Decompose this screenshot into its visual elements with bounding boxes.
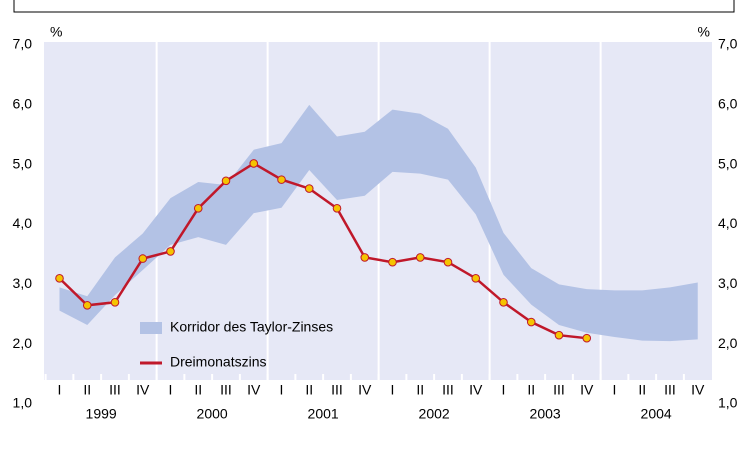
rate-marker (249, 159, 259, 168)
year-label: 1999 (86, 406, 117, 422)
x-tick-label: III (553, 382, 565, 398)
rate-marker (166, 247, 175, 256)
y-unit: % (50, 24, 62, 40)
year-label: 2003 (530, 406, 561, 422)
x-tick-label: II (194, 382, 202, 398)
y2-tick-label: 1,0 (718, 395, 738, 411)
legend-swatch (140, 322, 162, 334)
x-tick-label: I (502, 382, 506, 398)
corridor-band (59, 104, 698, 342)
rate-marker (471, 274, 481, 283)
y2-tick-label: 6,0 (718, 96, 738, 112)
rate-marker (110, 297, 120, 307)
rate-marker (582, 333, 592, 343)
year-label: 2004 (641, 406, 672, 422)
y2-tick-label: 5,0 (718, 155, 738, 171)
x-tick-label: III (331, 382, 343, 398)
x-tick-label: IV (469, 382, 483, 398)
y2-tick-label: 4,0 (718, 215, 738, 231)
y2-tick-label: 3,0 (718, 275, 738, 291)
year-label: 2000 (197, 406, 228, 422)
y-tick-label: 6,0 (13, 96, 33, 112)
y2-unit: % (698, 24, 710, 40)
frame (13, 0, 735, 13)
rate-marker (304, 184, 314, 193)
x-tick-label: II (305, 382, 313, 398)
rate-marker (526, 317, 536, 327)
rate-marker (332, 204, 342, 213)
x-tick-label: II (527, 382, 535, 398)
y-tick-label: 1,0 (13, 395, 33, 411)
rate-marker (443, 257, 453, 267)
x-tick-label: I (58, 382, 62, 398)
x-tick-label: II (416, 382, 424, 398)
rate-marker (138, 254, 148, 263)
x-tick-label: III (442, 382, 454, 398)
y-tick-label: 2,0 (13, 335, 33, 351)
y-tick-label: 7,0 (13, 36, 33, 52)
rate-marker (221, 176, 231, 186)
x-tick-label: III (664, 382, 676, 398)
y-tick-label: 5,0 (13, 155, 33, 171)
year-label: 2002 (419, 406, 450, 422)
x-tick-label: IV (580, 382, 594, 398)
rate-marker (388, 257, 397, 267)
y2-tick-label: 7,0 (718, 36, 738, 52)
legend-label: Korridor des Taylor-Zinses (170, 319, 333, 335)
rate-marker (415, 253, 425, 262)
rate-marker (360, 253, 370, 262)
x-tick-label: II (638, 382, 646, 398)
legend-label: Dreimonatszins (170, 354, 266, 370)
x-tick-label: I (391, 382, 395, 398)
x-tick-label: I (169, 382, 173, 398)
x-tick-label: IV (136, 382, 150, 398)
rate-marker (277, 175, 286, 184)
y-tick-label: 3,0 (13, 275, 33, 291)
rate-marker (499, 297, 508, 307)
x-tick-label: IV (247, 382, 261, 398)
rate-line (58, 162, 587, 340)
rate-marker (82, 300, 92, 310)
year-label: 2001 (308, 406, 339, 422)
rate-marker (554, 330, 564, 340)
rate-marker (55, 274, 64, 283)
x-tick-label: III (220, 382, 232, 398)
x-tick-label: II (83, 382, 91, 398)
y-tick-label: 4,0 (13, 215, 33, 231)
x-tick-label: IV (358, 382, 372, 398)
x-tick-label: I (613, 382, 617, 398)
x-tick-label: IV (691, 382, 705, 398)
rate-marker (193, 204, 203, 213)
x-tick-label: III (109, 382, 121, 398)
y2-tick-label: 2,0 (718, 335, 738, 351)
x-tick-label: I (280, 382, 284, 398)
